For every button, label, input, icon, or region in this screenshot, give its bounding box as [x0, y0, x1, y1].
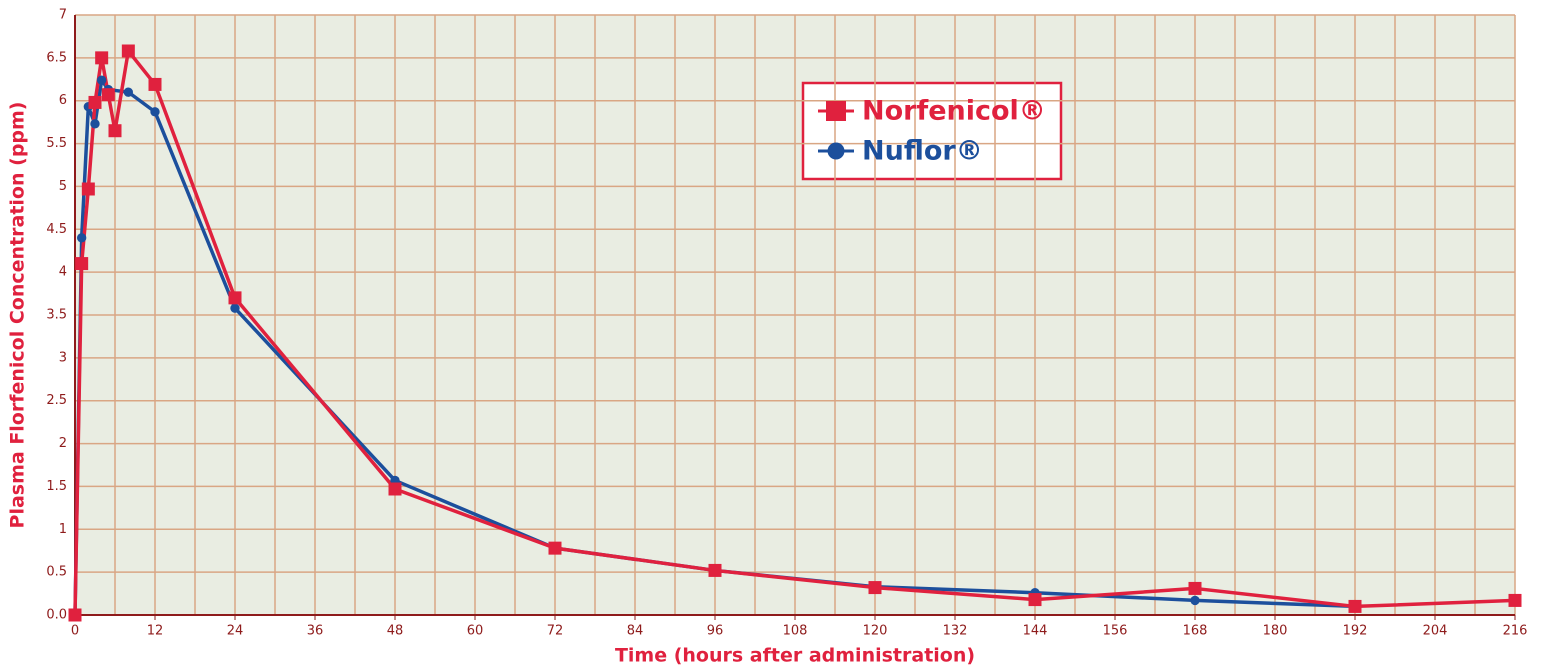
x-tick-label: 144: [1023, 624, 1048, 639]
x-tick-label: 120: [863, 624, 888, 639]
x-tick-label: 168: [1183, 624, 1208, 639]
y-tick-label: 5.5: [46, 136, 67, 151]
x-tick-label: 204: [1423, 624, 1448, 639]
y-tick-label: 3: [59, 350, 67, 365]
data-point: [124, 87, 133, 96]
x-tick-label: 72: [547, 624, 564, 639]
data-point: [149, 78, 162, 91]
x-tick-label: 48: [387, 624, 404, 639]
y-tick-label: 5: [59, 179, 67, 194]
y-tick-label: 2.5: [46, 393, 67, 408]
data-point: [97, 75, 106, 84]
legend-label: Norfenicol®: [862, 96, 1046, 127]
x-tick-label: 60: [467, 624, 484, 639]
legend-label: Nuflor®: [862, 136, 983, 167]
x-tick-label: 108: [783, 624, 808, 639]
data-point: [869, 581, 882, 594]
data-point: [230, 303, 239, 312]
chart: Time (hours after administration) Plasma…: [0, 0, 1541, 668]
data-point: [75, 257, 88, 270]
data-point: [1189, 582, 1202, 595]
x-tick-label: 24: [227, 624, 244, 639]
y-tick-label: 4.5: [46, 222, 67, 237]
data-point: [82, 183, 95, 196]
y-tick-label: 1.5: [46, 479, 67, 494]
y-tick-label: 1: [59, 522, 67, 537]
y-tick-label: 6: [59, 93, 67, 108]
y-tick-label: 7: [59, 8, 67, 23]
data-point: [229, 291, 242, 304]
data-point: [109, 124, 122, 137]
data-point: [1349, 600, 1362, 613]
y-tick-label: 3.5: [46, 308, 67, 323]
y-tick-label: 4: [59, 265, 67, 280]
x-tick-label: 36: [307, 624, 324, 639]
x-tick-label: 12: [147, 624, 164, 639]
y-axis-title: Plasma Florfenicol Concentration (ppm): [7, 102, 29, 529]
y-tick-label: 2: [59, 436, 67, 451]
x-tick-label: 180: [1263, 624, 1288, 639]
x-tick-label: 0: [71, 624, 79, 639]
data-point: [150, 107, 159, 116]
data-point: [102, 88, 115, 101]
data-point: [1509, 594, 1522, 607]
y-tick-label: 0.0: [46, 608, 67, 623]
data-point: [90, 119, 99, 128]
legend-marker: [826, 101, 846, 121]
x-tick-label: 96: [707, 624, 724, 639]
data-point: [77, 233, 86, 242]
y-tick-label: 0.5: [46, 565, 67, 580]
data-point: [549, 542, 562, 555]
legend-marker: [828, 143, 845, 160]
data-point: [89, 96, 102, 109]
data-point: [122, 45, 135, 58]
data-point: [389, 483, 402, 496]
data-point: [709, 564, 722, 577]
data-point: [1029, 593, 1042, 606]
x-axis-title: Time (hours after administration): [615, 645, 975, 667]
data-point: [1190, 596, 1199, 605]
x-tick-label: 216: [1503, 624, 1528, 639]
x-tick-label: 132: [943, 624, 968, 639]
x-tick-label: 192: [1343, 624, 1368, 639]
x-tick-label: 84: [627, 624, 644, 639]
x-tick-label: 156: [1103, 624, 1128, 639]
y-tick-label: 6.5: [46, 50, 67, 65]
data-point: [69, 609, 82, 622]
data-point: [95, 51, 108, 64]
